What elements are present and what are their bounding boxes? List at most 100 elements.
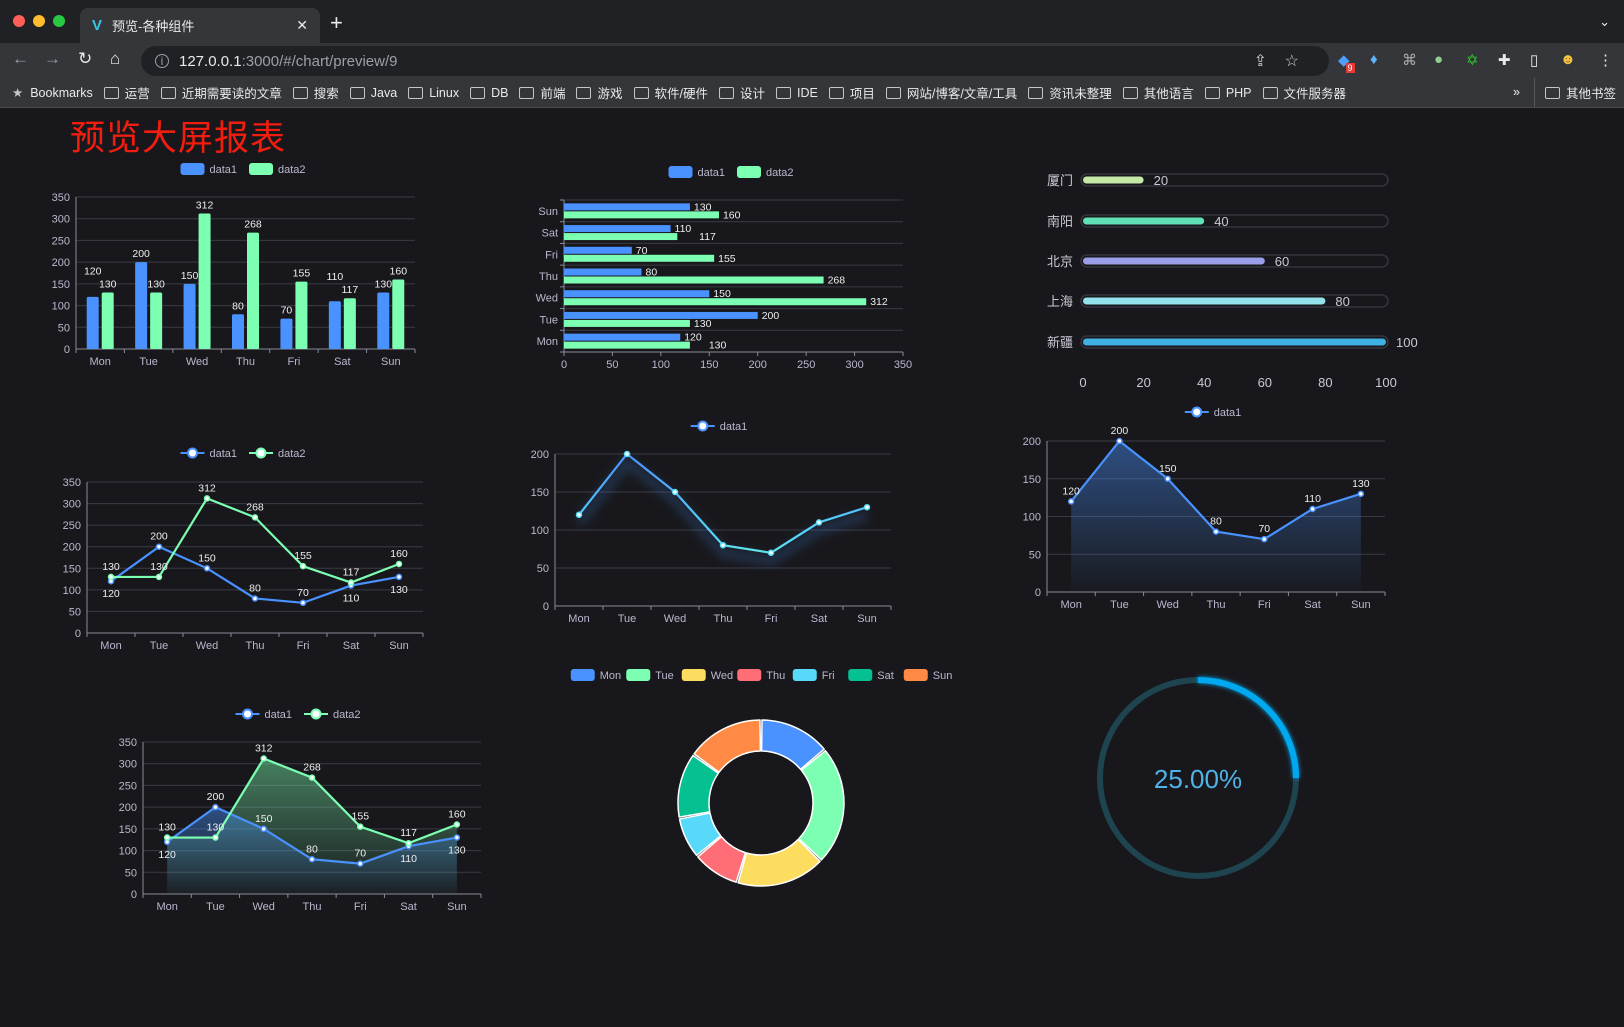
legend-item[interactable]: data1 (668, 166, 726, 179)
bookmarks-overflow-button[interactable]: » (1513, 85, 1520, 99)
point-data-label: 120 (158, 849, 176, 861)
legend-item[interactable]: data1 (180, 163, 238, 176)
legend-item[interactable]: data2 (304, 708, 361, 721)
x-tick-label: 100 (1375, 375, 1397, 390)
bar (564, 333, 681, 341)
x-tick-label: 0 (561, 359, 567, 371)
bookmark-folder[interactable]: DB (470, 86, 508, 100)
close-window-button[interactable] (13, 15, 25, 27)
x-tick-label: Wed (664, 613, 686, 625)
star-extension-icon[interactable]: ✡ (1466, 52, 1479, 69)
minimize-window-button[interactable] (33, 15, 45, 27)
bookmark-folder[interactable]: 运营 (103, 83, 150, 102)
bookmark-folder[interactable]: 软件/硬件 (633, 83, 708, 102)
side-panel-icon[interactable]: ▯ (1530, 52, 1539, 69)
y-tick-label: 350 (119, 737, 137, 749)
bookmark-folder[interactable]: Java (349, 86, 397, 100)
donut-slice[interactable] (678, 812, 722, 857)
legend-item[interactable]: Wed (681, 669, 733, 682)
bookmark-folder[interactable]: 前端 (519, 83, 565, 102)
donut-slice[interactable] (693, 719, 762, 773)
browser-tab[interactable]: V 预览-各种组件 ✕ (80, 8, 320, 43)
donut-slice[interactable] (697, 835, 747, 883)
legend-item[interactable]: data2 (249, 447, 306, 460)
progress-ring-gauge: 25.00% (1097, 677, 1299, 879)
new-tab-button[interactable]: + (330, 10, 343, 35)
progress-value-label: 100 (1396, 335, 1418, 350)
legend-item[interactable]: Sun (903, 669, 953, 682)
legend-item[interactable]: data2 (249, 163, 306, 176)
circle-extension-icon[interactable]: ● (1434, 51, 1444, 68)
bookmark-folder[interactable]: 设计 (718, 83, 765, 102)
bookmark-folder[interactable]: 游戏 (576, 83, 623, 102)
browser-menu-icon[interactable]: ⋮ (1598, 52, 1613, 69)
bookmark-folder[interactable]: PHP (1204, 86, 1252, 100)
folder-icon (1544, 86, 1560, 99)
maximize-window-button[interactable] (53, 15, 65, 27)
legend-item[interactable]: data1 (1184, 406, 1242, 419)
donut-slice[interactable] (677, 754, 720, 818)
bar-data-label: 160 (390, 266, 408, 278)
x-tick-label: Sun (381, 356, 401, 368)
bookmark-folder[interactable]: 其他语言 (1122, 83, 1194, 102)
city-label: 新疆 (1047, 335, 1073, 350)
point-data-label: 130 (207, 822, 225, 834)
bookmark-folder[interactable]: 项目 (828, 83, 875, 102)
bar-data-label: 120 (684, 332, 702, 344)
gem-extension-icon[interactable]: ♦ (1370, 51, 1378, 68)
bookmarks-button[interactable]: ★ Bookmarks (12, 85, 93, 101)
legend-label: data1 (1214, 407, 1242, 419)
data-point (251, 514, 259, 521)
legend-item[interactable]: data1 (235, 708, 293, 721)
point-data-label: 120 (1062, 485, 1080, 497)
data-point (163, 834, 171, 841)
point-data-label: 268 (246, 501, 264, 513)
bookmark-star-icon[interactable]: ☆ (1284, 53, 1299, 70)
donut-slice[interactable] (760, 719, 825, 771)
legend-item[interactable]: Tue (626, 669, 674, 682)
bookmark-folder[interactable]: IDE (776, 86, 818, 100)
x-tick-label: 300 (845, 359, 863, 371)
x-tick-label: Thu (1207, 599, 1226, 611)
y-tick-label: Fri (545, 249, 558, 261)
puzzle-extensions-icon[interactable]: ✚ (1498, 52, 1511, 69)
y-tick-label: Wed (536, 293, 558, 305)
legend-item[interactable]: data1 (180, 447, 238, 460)
address-bar[interactable]: i 127.0.0.1:3000/#/chart/preview/9 ⇪ ☆ (141, 46, 1329, 76)
extension-icon[interactable]: ◆9 (1338, 52, 1355, 73)
tab-search-chevron-icon[interactable]: ⌄ (1599, 14, 1610, 29)
bookmark-folder[interactable]: 文件服务器 (1262, 83, 1346, 102)
home-icon[interactable]: ⌂ (110, 49, 121, 68)
forward-icon[interactable]: → (44, 49, 61, 68)
site-info-icon[interactable]: i (155, 54, 169, 68)
reload-icon[interactable]: ↻ (78, 49, 93, 68)
share-icon[interactable]: ⇪ (1253, 53, 1267, 70)
legend-item[interactable]: data2 (737, 166, 794, 179)
bookmark-folder[interactable]: 网站/博客/文章/工具 (885, 83, 1017, 102)
legend-item[interactable]: Sat (848, 669, 894, 682)
folder-icon (1122, 86, 1138, 99)
url-host: 127.0.0.1 (179, 52, 242, 70)
bookmark-folder[interactable]: 资讯未整理 (1028, 83, 1112, 102)
legend-item[interactable]: data1 (690, 420, 748, 433)
data-point (767, 549, 775, 557)
profile-avatar[interactable]: ☻ (1560, 51, 1576, 68)
other-bookmarks-folder[interactable]: 其他书签 (1533, 78, 1616, 107)
bookmark-folder[interactable]: Linux (408, 86, 459, 100)
x-tick-label: 350 (894, 359, 912, 371)
area-chart: data1 data2 0 50 100 150 200 250 300 350 Mon Tue Wed… (119, 708, 482, 913)
y-tick-label: 300 (119, 759, 137, 771)
bookmark-folder[interactable]: 近期需要读的文章 (160, 83, 282, 102)
bookmark-folder[interactable]: 搜索 (292, 83, 339, 102)
back-icon[interactable]: ← (12, 49, 29, 68)
legend-item[interactable]: Fri (792, 669, 835, 682)
bar (280, 318, 293, 349)
legend-item[interactable]: Mon (570, 669, 621, 682)
donut-slice[interactable] (798, 749, 845, 861)
progress-track (1080, 335, 1389, 349)
command-extension-icon[interactable]: ⌘ (1402, 52, 1417, 69)
donut-slice[interactable] (737, 838, 821, 887)
close-tab-icon[interactable]: ✕ (296, 17, 308, 33)
x-tick-label: Tue (206, 901, 225, 913)
legend-item[interactable]: Thu (737, 669, 785, 682)
